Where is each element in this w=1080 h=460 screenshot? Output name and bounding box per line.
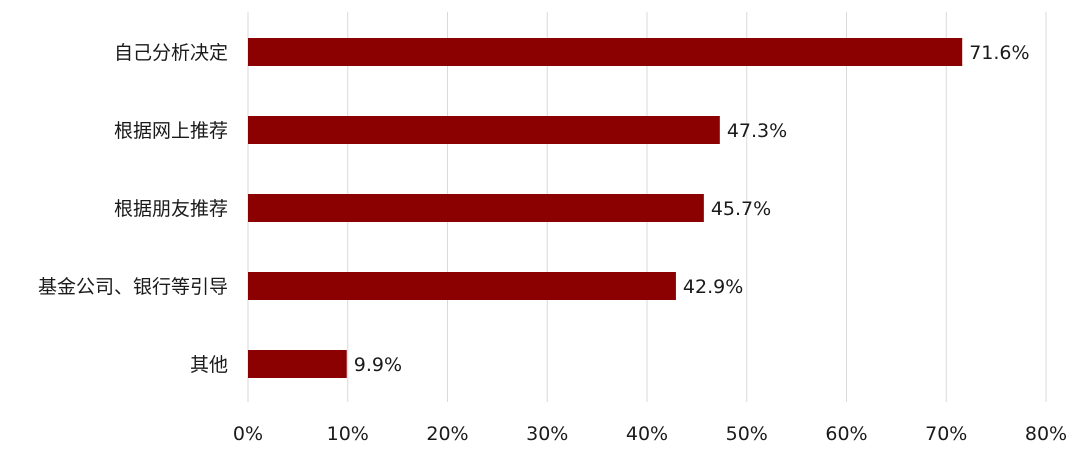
x-tick-label: 60%	[825, 423, 867, 445]
category-label: 自己分析决定	[114, 42, 228, 64]
bar	[248, 272, 676, 300]
x-tick-label: 0%	[233, 423, 263, 445]
x-tick-label: 50%	[726, 423, 768, 445]
data-label: 47.3%	[727, 120, 787, 142]
data-label: 45.7%	[711, 198, 771, 220]
data-label: 9.9%	[354, 354, 402, 376]
x-tick-label: 70%	[925, 423, 967, 445]
data-label: 42.9%	[683, 276, 743, 298]
bar	[248, 38, 963, 66]
bars	[248, 38, 963, 378]
x-tick-label: 20%	[426, 423, 468, 445]
x-axis-tick-labels: 0% 10% 20% 30% 40% 50% 60% 70% 80%	[233, 423, 1067, 445]
value-labels: 71.6% 47.3% 45.7% 42.9% 9.9%	[354, 42, 1030, 376]
x-tick-label: 30%	[526, 423, 568, 445]
x-tick-label: 10%	[327, 423, 369, 445]
bar	[248, 194, 704, 222]
bar	[248, 116, 720, 144]
category-label: 根据朋友推荐	[114, 198, 228, 220]
x-tick-label: 40%	[626, 423, 668, 445]
x-tick-label: 80%	[1025, 423, 1067, 445]
bar	[248, 350, 347, 378]
category-label: 基金公司、银行等引导	[38, 276, 228, 298]
category-label: 其他	[190, 354, 228, 376]
category-label: 根据网上推荐	[114, 120, 228, 142]
data-label: 71.6%	[969, 42, 1029, 64]
